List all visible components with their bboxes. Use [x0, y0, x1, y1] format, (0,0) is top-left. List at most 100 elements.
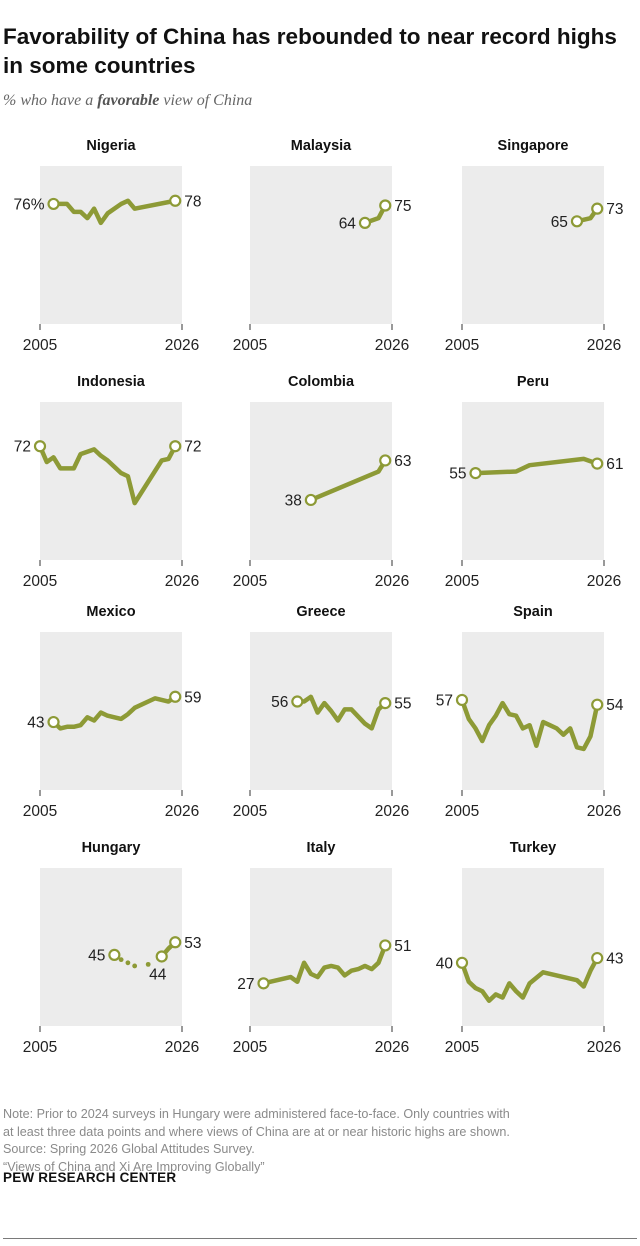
end-value-label: 73	[606, 201, 623, 218]
x-tick-label: 2026	[165, 803, 199, 820]
start-value-label: 40	[436, 955, 454, 972]
panel-title-greece: Greece	[296, 604, 345, 620]
start-point	[108, 948, 121, 962]
end-value-label: 78	[184, 193, 201, 210]
note-line-1: Note: Prior to 2024 surveys in Hungary w…	[3, 1107, 510, 1121]
data-point-dot	[145, 961, 151, 967]
panel-background	[40, 402, 182, 560]
panel-malaysia: Malaysia 2005 2026 64 75	[233, 138, 412, 354]
x-tick-label: 2026	[165, 1039, 199, 1056]
start-value-label: 27	[237, 976, 254, 993]
start-point	[469, 467, 482, 480]
panel-title-singapore: Singapore	[498, 138, 569, 154]
x-tick-label: 2026	[165, 337, 199, 354]
chart-subtitle: % who have a favorable view of China	[3, 92, 252, 110]
marker-point	[155, 950, 168, 963]
start-value-label: 76%	[13, 196, 44, 213]
start-value-label: 72	[14, 439, 31, 456]
panel-title-italy: Italy	[306, 840, 335, 856]
data-point-dot	[132, 963, 138, 969]
end-point	[379, 454, 392, 467]
end-value-label: 61	[606, 456, 623, 473]
start-point	[47, 715, 60, 729]
start-value-label: 57	[436, 692, 453, 709]
x-tick-label: 2005	[233, 1039, 267, 1056]
panel-title-spain: Spain	[513, 604, 552, 620]
panel-hungary: Hungary 2005 2026 45 53 44	[23, 840, 202, 1056]
panel-background	[462, 632, 604, 790]
series-line	[261, 943, 388, 986]
subtitle-prefix: % who have a	[3, 92, 98, 109]
panel-mexico: Mexico 2005 2026 43 59	[23, 604, 202, 820]
start-value-label: 43	[27, 715, 44, 732]
end-value-label: 55	[394, 696, 411, 713]
subtitle-suffix: view of China	[159, 92, 253, 109]
end-point	[169, 440, 182, 453]
x-tick-label: 2005	[445, 337, 479, 354]
x-tick-label: 2005	[23, 803, 57, 820]
panel-title-malaysia: Malaysia	[291, 138, 352, 154]
data-point-dot	[125, 960, 131, 966]
start-point	[358, 216, 372, 229]
x-tick-label: 2026	[375, 803, 409, 820]
series-line	[459, 697, 600, 752]
x-tick-label: 2026	[375, 573, 409, 590]
panel-background	[462, 166, 604, 324]
panel-title-nigeria: Nigeria	[86, 138, 136, 154]
panel-title-hungary: Hungary	[82, 840, 141, 856]
series-line	[295, 694, 388, 731]
x-tick-label: 2005	[233, 337, 267, 354]
panel-background	[250, 166, 392, 324]
panel-title-peru: Peru	[517, 374, 549, 390]
x-tick-label: 2005	[445, 573, 479, 590]
panel-nigeria: Nigeria 2005 2026 76% 78	[13, 138, 201, 354]
start-point	[33, 440, 47, 453]
panel-background	[250, 868, 392, 1026]
end-value-label: 53	[184, 935, 201, 952]
start-value-label: 38	[285, 492, 302, 509]
start-value-label: 65	[551, 214, 568, 231]
series-line	[473, 456, 600, 476]
panel-background	[40, 868, 182, 1026]
end-point	[591, 202, 604, 215]
end-point	[591, 698, 604, 711]
x-tick-label: 2005	[445, 1039, 479, 1056]
panel-colombia: Colombia 2005 2026 38 63	[233, 374, 412, 590]
x-tick-label: 2005	[233, 803, 267, 820]
start-point	[291, 695, 304, 708]
footnote: Note: Prior to 2024 surveys in Hungary w…	[3, 1106, 637, 1176]
x-tick-label: 2005	[233, 573, 267, 590]
chart-title: Favorability of China has rebounded to n…	[3, 24, 617, 78]
end-value-label: 59	[184, 689, 201, 706]
panel-background	[462, 868, 604, 1026]
marker-value-label: 44	[149, 966, 167, 983]
panel-peru: Peru 2005 2026 55 61	[445, 374, 624, 590]
start-point	[257, 977, 270, 990]
x-tick-label: 2026	[587, 1039, 621, 1056]
panel-title-colombia: Colombia	[288, 374, 355, 390]
brand-logo-text: PEW RESEARCH CENTER	[3, 1170, 177, 1185]
panel-spain: Spain 2005 2026 57 54	[436, 604, 624, 820]
x-tick-label: 2026	[375, 1039, 409, 1056]
start-point	[47, 197, 60, 211]
source-line: Source: Spring 2026 Global Attitudes Sur…	[3, 1142, 255, 1156]
start-value-label: 45	[88, 947, 105, 964]
end-point	[379, 199, 392, 212]
panel-indonesia: Indonesia 2005 2026 72 72	[14, 374, 202, 590]
end-value-label: 72	[184, 439, 201, 456]
x-tick-label: 2005	[23, 573, 57, 590]
end-point	[169, 690, 182, 703]
start-value-label: 55	[449, 466, 466, 483]
start-point	[455, 693, 469, 707]
end-point	[591, 951, 604, 965]
start-value-label: 56	[271, 694, 288, 711]
panel-greece: Greece 2005 2026 56 55	[233, 604, 412, 820]
end-point	[379, 696, 392, 710]
panel-background	[40, 632, 182, 790]
panel-background	[40, 166, 182, 324]
x-tick-label: 2026	[587, 573, 621, 590]
series-line	[37, 443, 178, 506]
bottom-rule	[3, 1238, 637, 1239]
end-point	[169, 936, 182, 949]
